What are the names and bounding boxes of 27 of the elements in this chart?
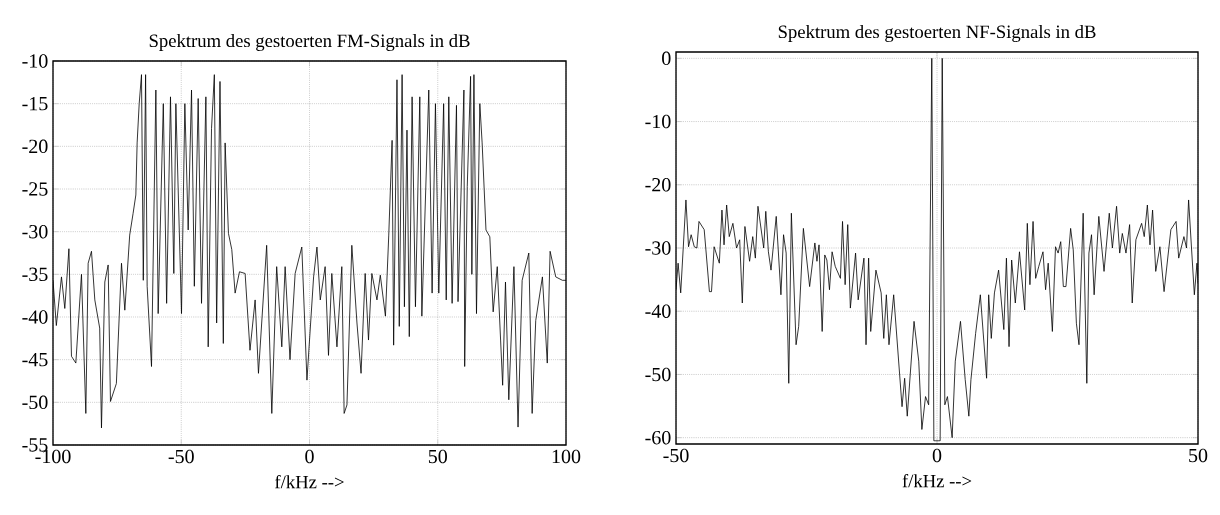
x-tick-label: -50 [663, 448, 689, 463]
y-tick-label: -50 [645, 367, 671, 382]
y-tick-label: -20 [22, 139, 48, 154]
y-tick-label: -35 [22, 267, 48, 282]
y-tick-label: -30 [645, 241, 671, 255]
y-tick-label: 0 [662, 51, 671, 66]
x-tick-label: 50 [428, 449, 447, 464]
x-tick-label: 0 [932, 448, 942, 463]
x-tick-label: -50 [168, 449, 194, 464]
y-tick-label: -60 [645, 430, 671, 445]
x-axis-title: f/kHz --> [275, 475, 344, 489]
y-tick-label: -40 [22, 310, 48, 324]
y-tick-label: -40 [645, 304, 671, 318]
y-tick-label: -15 [22, 96, 48, 111]
chart-title: Spektrum des gestoerten FM-Signals in dB [149, 33, 470, 51]
y-tick-label: -10 [22, 54, 48, 68]
x-tick-label: 100 [552, 449, 581, 464]
x-tick-label: 50 [1189, 448, 1208, 463]
y-tick-label: -50 [22, 395, 48, 410]
y-tick-label: -30 [22, 224, 48, 239]
chart-title: Spektrum des gestoerten NF-Signals in dB [778, 24, 1096, 42]
y-tick-label: -45 [22, 353, 48, 367]
y-tick-label: -10 [645, 114, 671, 129]
y-tick-label: -25 [22, 182, 48, 196]
x-axis-title: f/kHz --> [902, 474, 972, 488]
y-tick-label: -20 [645, 178, 671, 192]
x-tick-label: 0 [305, 449, 314, 464]
